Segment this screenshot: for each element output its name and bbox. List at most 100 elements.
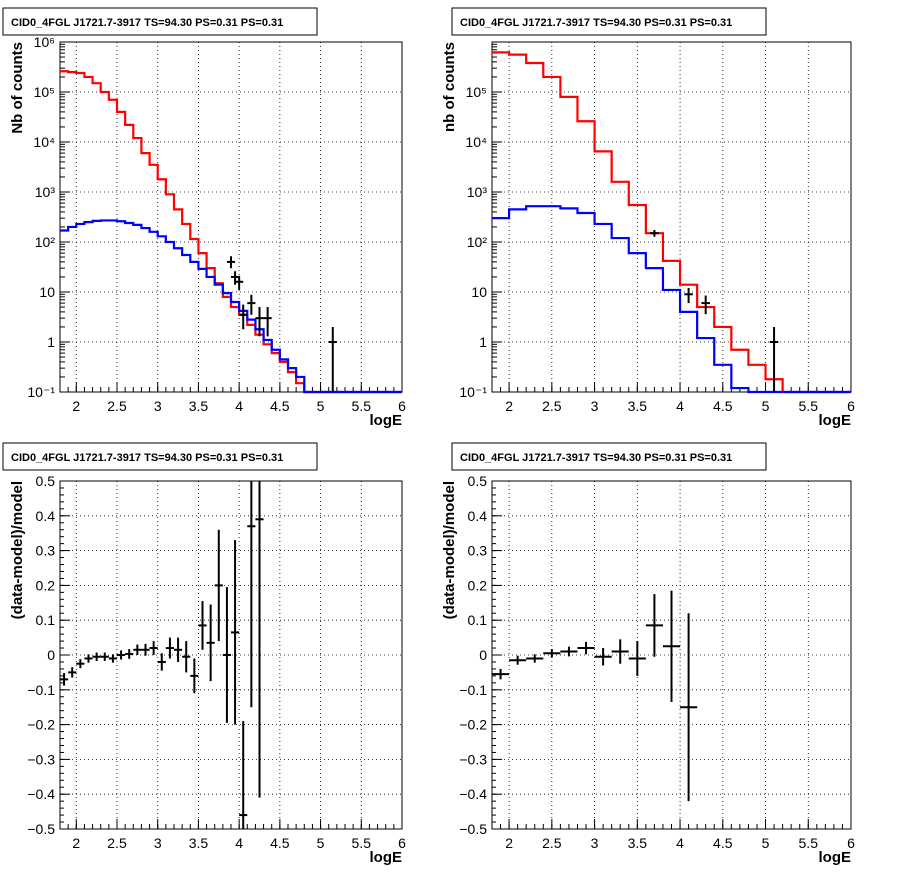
x-tick-label: 4.5 xyxy=(713,398,733,414)
data-point xyxy=(680,613,698,802)
data-point xyxy=(231,540,240,725)
histogram-series-1 xyxy=(60,70,402,394)
y-tick-label: −0.1 xyxy=(27,682,55,698)
x-tick-label: 6 xyxy=(847,835,855,851)
data-point xyxy=(701,295,710,315)
data-point xyxy=(157,653,166,671)
chart-title: CID0_4FGL J1721.7-3917 TS=94.30 PS=0.31 … xyxy=(460,17,732,29)
x-tick-label: 5 xyxy=(317,835,325,851)
data-point xyxy=(769,326,779,392)
data-point xyxy=(247,294,256,315)
x-tick-label: 4.5 xyxy=(270,398,290,414)
data-point xyxy=(611,639,629,664)
x-tick-label: 4 xyxy=(235,398,243,414)
data-point xyxy=(684,288,693,304)
data-point xyxy=(108,654,117,663)
data-point xyxy=(594,648,612,666)
y-tick-label: −0.3 xyxy=(27,751,55,767)
x-tick-label: 5.5 xyxy=(799,398,819,414)
data-point xyxy=(628,641,646,676)
y-tick-label: 10⁴ xyxy=(465,134,487,150)
y-tick-label: 0.4 xyxy=(36,508,56,524)
y-tick-label: 10⁵ xyxy=(466,84,487,100)
data-point xyxy=(650,229,659,237)
chart-panel-2: CID0_4FGL J1721.7-3917 TS=94.30 PS=0.31 … xyxy=(441,7,855,429)
x-tick-label: 3 xyxy=(154,835,162,851)
y-tick-label: 0.2 xyxy=(36,577,56,593)
data-point xyxy=(577,641,595,655)
data-point xyxy=(117,650,126,660)
x-tick-label: 5.5 xyxy=(352,835,372,851)
x-tick-label: 2 xyxy=(72,398,80,414)
data-point xyxy=(662,590,681,702)
chart-title-box xyxy=(451,442,767,471)
data-point xyxy=(206,604,215,682)
x-tick-label: 6 xyxy=(847,398,855,414)
x-tick-label: 3 xyxy=(591,398,599,414)
x-tick-label: 4 xyxy=(676,835,684,851)
data-point xyxy=(222,587,231,723)
y-tick-label: 10 xyxy=(39,284,55,300)
y-tick-label: 0 xyxy=(47,647,55,663)
y-tick-label: 1 xyxy=(479,334,487,350)
chart-title: CID0_4FGL J1721.7-3917 TS=94.30 PS=0.31 … xyxy=(460,452,732,464)
data-point xyxy=(543,649,561,658)
x-tick-label: 2.5 xyxy=(107,398,127,414)
y-tick-label: 10⁴ xyxy=(33,134,55,150)
data-point xyxy=(76,659,85,669)
y-tick-label: −0.3 xyxy=(459,751,487,767)
data-point xyxy=(239,304,248,330)
data-point xyxy=(141,643,150,656)
chart-title: CID0_4FGL J1721.7-3917 TS=94.30 PS=0.31 … xyxy=(11,452,283,464)
plot-frame xyxy=(491,41,852,393)
data-point xyxy=(255,481,264,798)
x-tick-label: 5 xyxy=(762,835,770,851)
data-point xyxy=(263,307,272,337)
y-tick-label: 0.5 xyxy=(36,473,56,489)
data-point xyxy=(60,673,69,686)
histogram-series-2 xyxy=(492,205,851,394)
x-tick-label: 3.5 xyxy=(189,835,209,851)
data-point xyxy=(198,601,207,650)
x-tick-label: 6 xyxy=(398,398,406,414)
x-axis-label: logE xyxy=(819,412,852,429)
data-point xyxy=(226,256,236,269)
chart-panel-4: CID0_4FGL J1721.7-3917 TS=94.30 PS=0.31 … xyxy=(441,442,855,866)
y-tick-label: −0.4 xyxy=(27,786,55,802)
data-point xyxy=(100,652,109,661)
y-tick-label: 0.3 xyxy=(468,543,488,559)
y-tick-label: 10³ xyxy=(35,184,56,200)
x-tick-label: 2 xyxy=(505,398,513,414)
y-tick-label: 10 xyxy=(471,284,487,300)
data-point xyxy=(328,326,337,392)
data-point xyxy=(255,307,264,337)
x-tick-label: 2.5 xyxy=(542,398,562,414)
data-point xyxy=(165,637,174,659)
x-tick-label: 3.5 xyxy=(628,835,648,851)
x-tick-label: 2.5 xyxy=(107,835,127,851)
data-point xyxy=(492,668,510,680)
chart-title-box xyxy=(2,7,318,36)
y-axis-label: (data-model)/model xyxy=(9,481,26,619)
x-tick-label: 5 xyxy=(317,398,325,414)
data-point xyxy=(149,641,158,655)
y-tick-label: 0.2 xyxy=(468,577,488,593)
data-point xyxy=(526,654,544,663)
data-point xyxy=(190,658,199,694)
y-tick-label: −0.5 xyxy=(459,821,487,837)
y-tick-label: 0.4 xyxy=(468,508,488,524)
data-point xyxy=(84,654,93,663)
data-point xyxy=(133,644,142,655)
x-tick-label: 2 xyxy=(505,835,513,851)
y-tick-label: 0 xyxy=(479,647,487,663)
y-tick-label: 10⁶ xyxy=(34,34,55,50)
data-point xyxy=(247,481,256,708)
plot-frame xyxy=(59,41,403,393)
x-tick-label: 5 xyxy=(762,398,770,414)
x-tick-label: 2 xyxy=(72,835,80,851)
data-point xyxy=(645,594,663,657)
y-tick-label: 10² xyxy=(467,234,488,250)
y-tick-label: 0.1 xyxy=(36,612,56,628)
y-axis-label: nb of counts xyxy=(441,42,458,132)
